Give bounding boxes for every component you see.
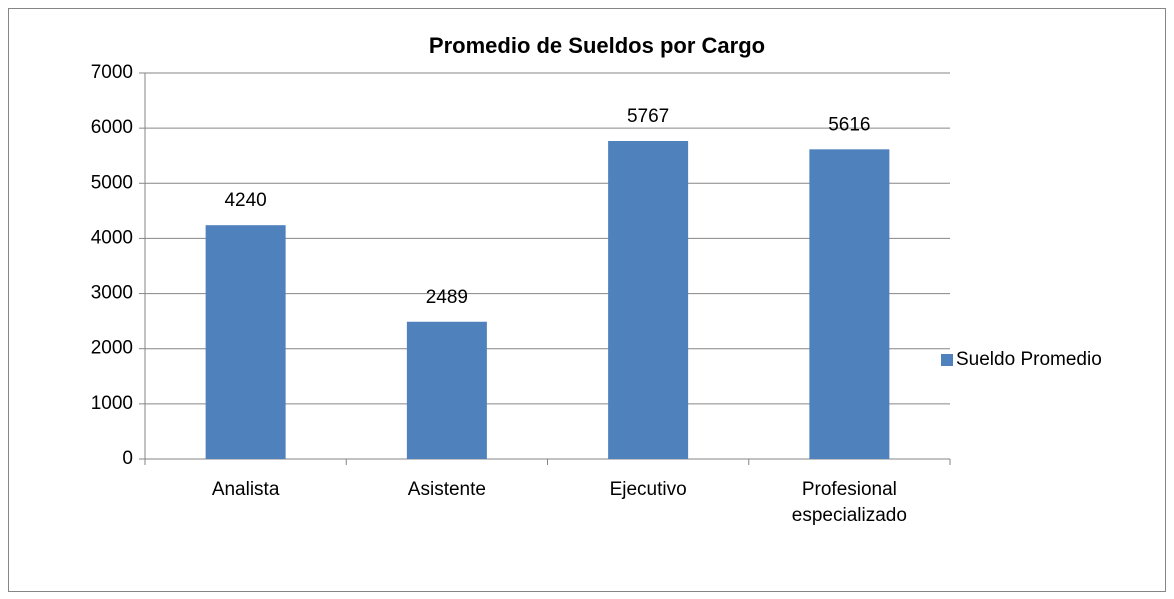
x-tick-label: Profesional especializado [791,479,907,526]
data-label: 5616 [828,114,870,135]
bar [205,225,286,459]
x-tick-label: Asistente [407,479,486,500]
data-label: 5767 [627,106,669,127]
x-tick-label: Ejecutivo [609,479,687,500]
y-tick-label: 2000 [91,338,133,359]
legend-label: Sueldo Promedio [956,349,1102,370]
y-tick-label: 1000 [91,393,133,414]
y-tick-label: 3000 [91,283,133,304]
data-label: 2489 [426,287,468,308]
y-tick-label: 7000 [91,62,133,83]
bar [809,149,890,459]
data-label: 4240 [224,190,266,211]
chart-title: Promedio de Sueldos por Cargo [429,33,765,58]
bar [406,321,487,459]
legend-swatch [941,354,953,366]
bar [608,140,689,459]
y-tick-label: 0 [122,448,133,469]
y-tick-label: 4000 [91,227,133,248]
chart-border [8,8,1166,592]
x-tick-label: Analista [211,479,280,500]
y-tick-label: 5000 [91,172,133,193]
y-tick-label: 6000 [91,117,133,138]
